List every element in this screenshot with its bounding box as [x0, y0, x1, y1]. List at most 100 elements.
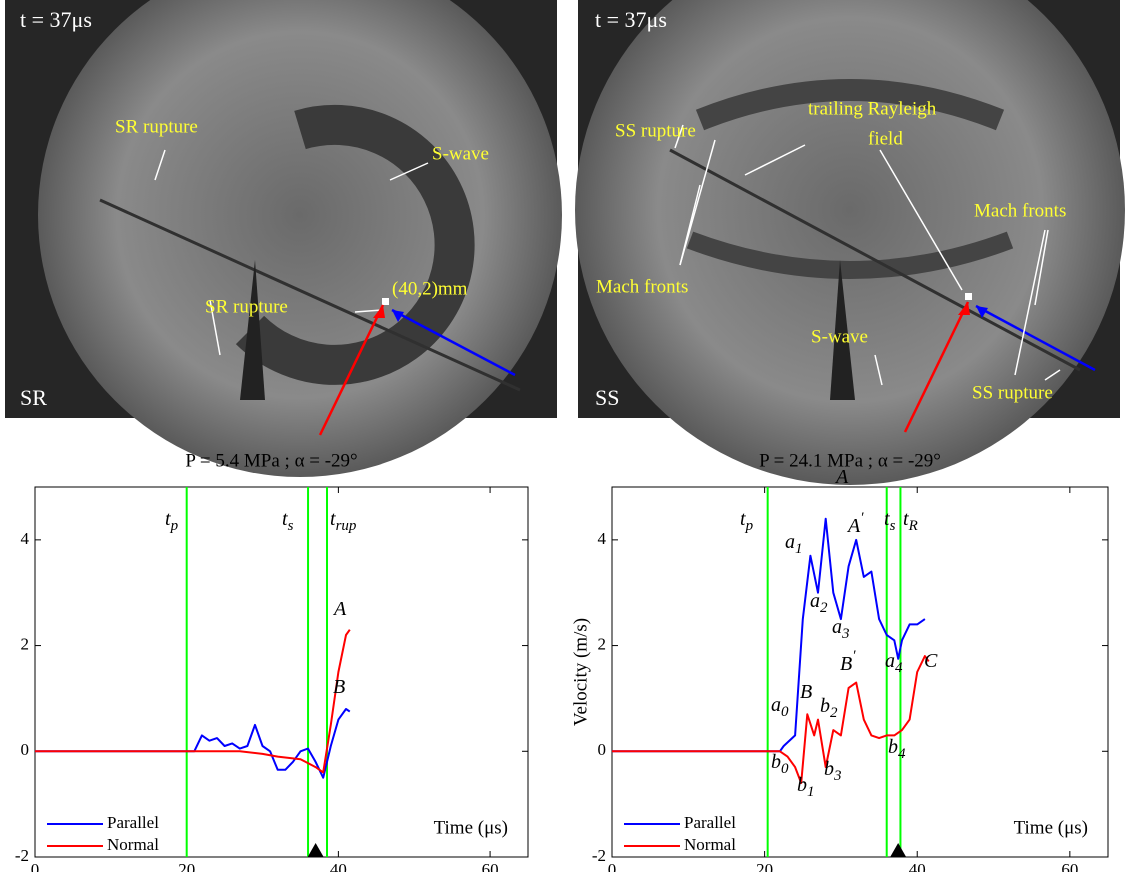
annotation: b2	[820, 695, 838, 722]
annotation-text: t	[903, 508, 909, 530]
photo-label: SR	[20, 385, 47, 410]
annotation: b0	[771, 751, 789, 778]
annotation: A	[834, 466, 849, 488]
annotation-sub: 0	[781, 761, 789, 777]
annotation: b4	[888, 736, 906, 763]
legend-label: Normal	[684, 835, 736, 854]
annotation-sub: 0	[781, 704, 789, 720]
annotation-text: b	[820, 695, 830, 717]
time-marker	[890, 843, 907, 857]
annotation: C	[924, 650, 938, 672]
series-line	[612, 517, 926, 753]
annotation-sub: 2	[830, 705, 838, 721]
annotation-sub: 3	[833, 768, 842, 784]
annotation: B′	[840, 648, 856, 674]
x-tick-label: 20	[756, 860, 773, 872]
x-tick-label: 0	[608, 860, 617, 872]
annotation: tp	[165, 508, 179, 535]
annotation-sup: ′	[860, 510, 864, 526]
photo-annotation: SR rupture	[115, 116, 198, 137]
annotation: tp	[740, 508, 754, 535]
annotation-text: b	[888, 736, 898, 758]
annotation-text: t	[330, 508, 336, 530]
annotation-text: b	[771, 751, 781, 773]
annotation: a2	[810, 590, 828, 617]
annotation-text: t	[165, 508, 171, 530]
annotation: a0	[771, 694, 789, 721]
annotation-text: C	[924, 650, 938, 672]
photo-ss	[575, 0, 1125, 485]
chart-title: P = 24.1 MPa ; α = -29°	[759, 450, 941, 471]
annotation: tR	[903, 508, 918, 535]
photo-annotation: trailing Rayleigh	[808, 98, 937, 119]
annotation-sub: s	[288, 518, 294, 534]
annotation-text: t	[740, 508, 746, 530]
photo-annotation: field	[868, 128, 903, 149]
annotation: a3	[832, 616, 850, 643]
x-tick-label: 20	[178, 860, 195, 872]
annotation-text: a	[771, 694, 781, 716]
annotation-text: A	[846, 515, 861, 537]
x-tick-label: 0	[31, 860, 40, 872]
time-marker	[307, 843, 324, 857]
photo-annotation: Mach fronts	[974, 200, 1066, 221]
annotation-sup: ′	[852, 648, 856, 664]
annotation: trup	[330, 508, 357, 535]
y-axis-label: Velocity (m/s)	[570, 618, 591, 726]
chart-title: P = 5.4 MPa ; α = -29°	[185, 450, 357, 471]
series-line	[35, 708, 351, 779]
annotation-text: t	[884, 508, 890, 530]
chart: P = 5.4 MPa ; α = -29°0 20 40 60-2024Parall…	[15, 450, 529, 877]
annotation-text: t	[282, 508, 288, 530]
series-line	[612, 655, 930, 784]
annotation: b1	[797, 774, 815, 801]
annotation-sub: 4	[895, 660, 903, 676]
annotation-text: a	[810, 590, 820, 612]
annotation: ts	[884, 508, 896, 535]
annotation-sub: p	[170, 518, 179, 534]
photo-annotation: Mach fronts	[596, 276, 688, 297]
annotation-text: A	[834, 466, 849, 488]
photo-annotation: SR rupture	[205, 296, 288, 317]
annotation-sub: 2	[820, 600, 828, 616]
annotation-text: a	[885, 650, 895, 672]
annotation-sub: R	[908, 518, 918, 534]
annotation-text: b	[797, 774, 807, 796]
annotation-sub: 4	[898, 746, 906, 762]
annotation: B	[333, 676, 345, 698]
annotation: a4	[885, 650, 903, 677]
legend-label: Parallel	[107, 813, 159, 832]
legend-label: Parallel	[684, 813, 736, 832]
annotation: A′	[846, 510, 864, 536]
x-tick-label: 60	[1061, 860, 1078, 872]
annotation-sub: 3	[841, 626, 850, 642]
annotation-text: B	[800, 681, 812, 703]
annotation-text: A	[332, 598, 347, 620]
photo-annotation: (40,2)mm	[392, 278, 468, 299]
x-tick-label: 40	[909, 860, 926, 872]
annotation: A	[332, 598, 347, 620]
photo-time: t = 37μs	[20, 7, 92, 32]
y-tick-label: 4	[21, 529, 30, 548]
plot-frame	[34, 486, 529, 858]
x-axis-label: Time (μs)	[434, 817, 508, 838]
annotation-text: a	[785, 531, 795, 553]
annotation-text: a	[832, 616, 842, 638]
y-tick-label: 2	[598, 634, 607, 653]
x-tick-label: 40	[330, 860, 347, 872]
photo-annotation: SS rupture	[972, 382, 1053, 403]
chart: P = 24.1 MPa ; α = -29°0 20 40 60-2024Paral…	[570, 450, 1109, 877]
photo-label: SS	[595, 385, 619, 410]
y-tick-label: -2	[15, 846, 29, 865]
x-axis-label: Time (μs)	[1014, 817, 1088, 838]
y-tick-label: 0	[598, 740, 607, 759]
annotation-sub: 1	[795, 541, 803, 557]
y-tick-label: 4	[598, 529, 607, 548]
legend-label: Normal	[107, 835, 159, 854]
photo-sr	[5, 0, 562, 477]
series-line	[35, 629, 351, 774]
annotation: ts	[282, 508, 294, 535]
photo-annotation: S-wave	[432, 143, 489, 164]
photo-annotation: S-wave	[811, 326, 868, 347]
